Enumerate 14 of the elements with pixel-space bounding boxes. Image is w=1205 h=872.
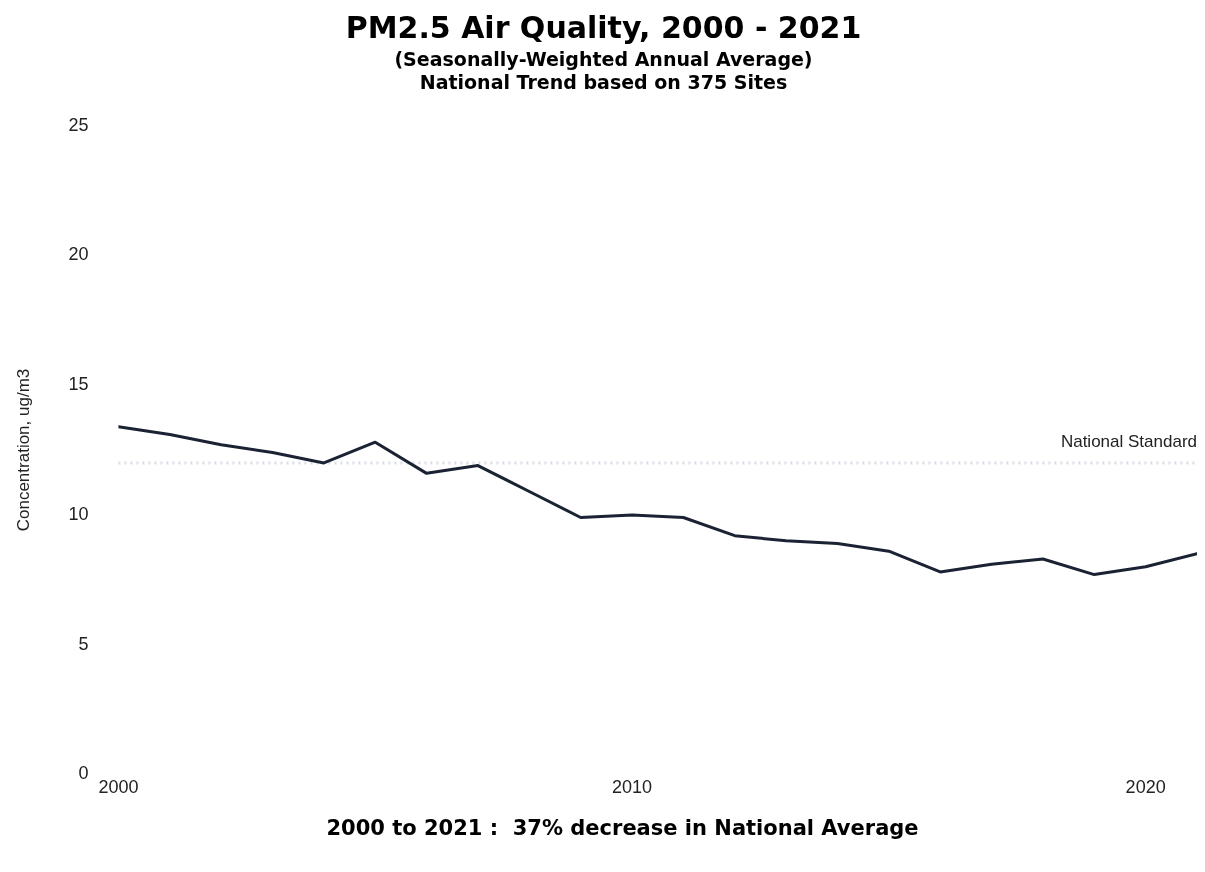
x-tick-label: 2010 [612, 777, 653, 798]
y-tick-label: 5 [78, 633, 89, 654]
y-tick-label: 25 [68, 114, 89, 135]
text: 2000 to 2021 : 37% decrease in National Average [326, 816, 919, 841]
x-tick-label: 2020 [1125, 777, 1166, 798]
x-tick-label: 2000 [98, 777, 139, 798]
chart-title: PM2.5 Air Quality, 2000 - 2021 [345, 9, 862, 45]
y-tick-label: 0 [78, 763, 89, 784]
y-tick-label: 15 [68, 374, 89, 395]
y-tick-label: 10 [68, 503, 89, 524]
ref-line-label: National Standard [1060, 432, 1197, 452]
y-axis-title: Concentration, ug/m3 [13, 368, 33, 532]
y-tick-label: 20 [68, 244, 89, 265]
chart-subtitle: (Seasonally-Weighted Annual Average) National Trend based on 375 Sites [394, 48, 813, 94]
